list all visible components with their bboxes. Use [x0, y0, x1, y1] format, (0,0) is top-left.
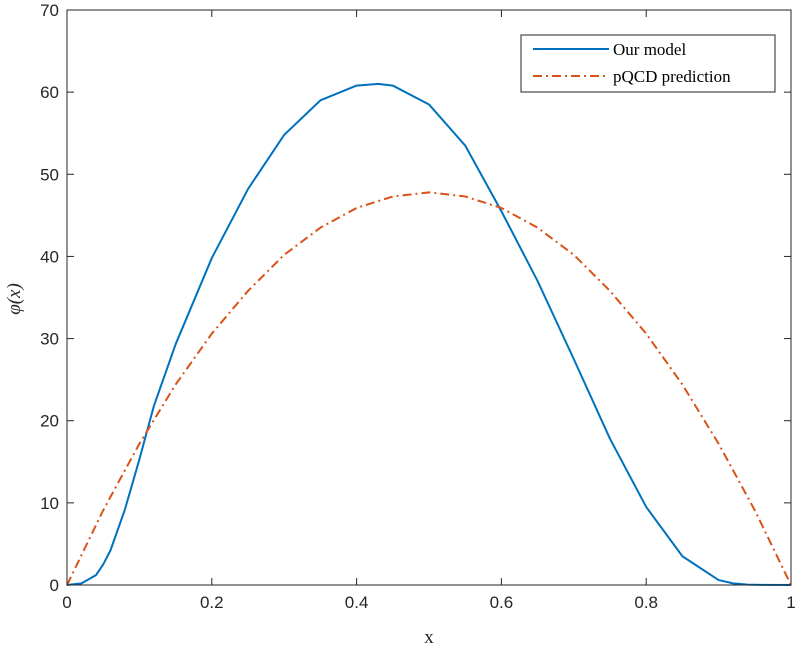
y-tick-label: 40 — [40, 247, 59, 266]
x-tick-label: 0.6 — [490, 593, 514, 612]
y-tick-label: 60 — [40, 83, 59, 102]
y-tick-label: 30 — [40, 330, 59, 349]
y-tick-layer: 0 10 20 30 40 50 60 70 — [40, 1, 791, 595]
x-tick-label: 0.8 — [634, 593, 658, 612]
x-tick-label: 0.2 — [200, 593, 224, 612]
legend-label-1: Our model — [613, 40, 686, 59]
series-line-2 — [66, 191, 792, 586]
x-tick-layer: 0 0.2 0.4 0.6 0.8 1 — [62, 10, 796, 612]
y-tick-label: 20 — [40, 412, 59, 431]
x-tick-label: 0.4 — [345, 593, 369, 612]
series-layer — [66, 82, 792, 586]
plot-area — [67, 10, 791, 585]
y-tick-label: 50 — [40, 165, 59, 184]
y-tick-label: 10 — [40, 494, 59, 513]
y-axis-label: φ(x) — [4, 283, 25, 315]
plot-background — [67, 10, 791, 585]
y-tick-label: 0 — [50, 576, 59, 595]
legend: Our model pQCD prediction — [520, 34, 776, 93]
x-tick-label: 1 — [786, 593, 795, 612]
axes-layer — [66, 9, 792, 586]
x-axis-label: x — [424, 627, 434, 648]
y-tick-label: 70 — [40, 1, 59, 20]
legend-label-2: pQCD prediction — [613, 67, 731, 86]
x-tick-label: 0 — [62, 593, 71, 612]
series-line-1 — [66, 82, 792, 586]
axes-frame — [66, 9, 792, 586]
legend-box — [520, 34, 776, 93]
